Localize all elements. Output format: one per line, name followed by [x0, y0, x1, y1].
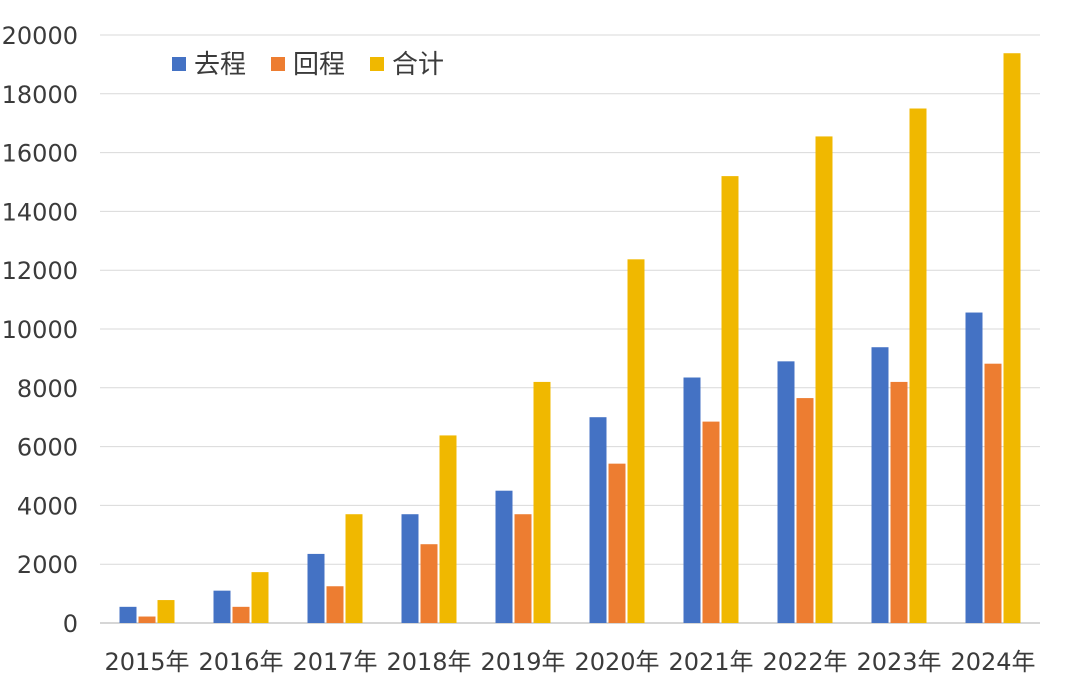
bar-合计-2017年	[345, 514, 363, 623]
bar-合计-2020年	[627, 259, 645, 623]
bar-合计-2018年	[439, 435, 457, 623]
bar-合计-2019年	[533, 381, 551, 623]
y-tick-label: 20000	[2, 22, 78, 50]
bar-回程-2021年	[702, 421, 720, 623]
legend-label: 回程	[293, 50, 345, 80]
legend-swatch	[172, 57, 186, 71]
x-tick-label: 2018年	[386, 648, 471, 676]
bar-回程-2022年	[796, 398, 814, 623]
x-axis-ticks: 2015年 2016年 2017年 2018年 2019年 2020年 2021年 2022年…	[104, 648, 1035, 676]
legend-swatch	[271, 57, 285, 71]
y-tick-label: 4000	[17, 492, 78, 520]
x-tick-label: 2023年	[856, 648, 941, 676]
bar-回程-2019年	[514, 514, 532, 623]
bars	[119, 53, 1021, 623]
x-tick-label: 2020年	[574, 648, 659, 676]
x-tick-label: 2024年	[950, 648, 1035, 676]
bar-去程-2016年	[213, 590, 231, 623]
x-tick-label: 2022年	[762, 648, 847, 676]
y-tick-label: 2000	[17, 551, 78, 579]
y-tick-label: 18000	[2, 81, 78, 109]
gridlines	[100, 34, 1040, 624]
y-tick-label: 10000	[2, 316, 78, 344]
bar-去程-2020年	[589, 417, 607, 623]
bar-回程-2020年	[608, 463, 626, 623]
bar-合计-2016年	[251, 572, 269, 623]
y-tick-label: 8000	[17, 375, 78, 403]
bar-去程-2022年	[777, 361, 795, 623]
y-axis-ticks: 0 2000 4000 6000 8000 10000 12000 14000 16000 180…	[2, 22, 78, 638]
y-tick-label: 12000	[2, 257, 78, 285]
bar-回程-2023年	[890, 381, 908, 623]
bar-去程-2018年	[401, 514, 419, 623]
bar-合计-2022年	[815, 136, 833, 623]
bar-合计-2021年	[721, 176, 739, 623]
y-tick-label: 6000	[17, 434, 78, 462]
legend-label: 去程	[194, 50, 246, 80]
bar-去程-2023年	[871, 347, 889, 623]
x-tick-label: 2017年	[292, 648, 377, 676]
x-tick-label: 2016年	[198, 648, 283, 676]
legend: 去程 回程 合计	[172, 50, 444, 80]
y-tick-label: 14000	[2, 198, 78, 226]
bar-去程-2015年	[119, 606, 137, 623]
bar-去程-2024年	[965, 312, 983, 623]
bar-去程-2017年	[307, 553, 325, 623]
bar-回程-2017年	[326, 586, 344, 623]
x-tick-label: 2019年	[480, 648, 565, 676]
x-tick-label: 2021年	[668, 648, 753, 676]
legend-swatch	[370, 57, 384, 71]
y-tick-label: 16000	[2, 140, 78, 168]
bar-回程-2024年	[984, 363, 1002, 623]
bar-回程-2015年	[138, 616, 156, 623]
y-tick-label: 0	[63, 610, 78, 638]
bar-去程-2021年	[683, 377, 701, 623]
bar-回程-2018年	[420, 544, 438, 623]
legend-label: 合计	[392, 50, 444, 80]
bar-合计-2024年	[1003, 53, 1021, 623]
bar-去程-2019年	[495, 490, 513, 623]
x-tick-label: 2015年	[104, 648, 189, 676]
bar-合计-2015年	[157, 600, 175, 623]
bar-合计-2023年	[909, 108, 927, 623]
bar-回程-2016年	[232, 606, 250, 623]
